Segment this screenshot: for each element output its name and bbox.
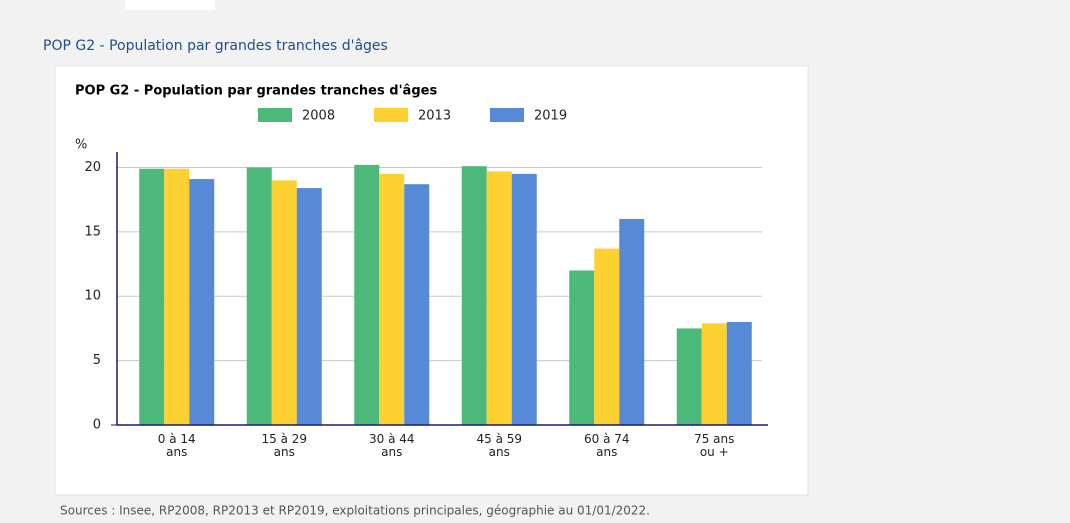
legend-label: 2008 [302,109,335,124]
bar [594,248,620,425]
y-tick-label: 0 [93,418,101,433]
x-tick-label-line: 45 à 59 [476,432,522,446]
x-tick-label-line: 0 à 14 [158,432,196,446]
x-tick-label-line: 15 à 29 [261,432,307,446]
legend-swatch [374,108,408,122]
x-tick-label-line: ans [596,445,617,459]
bar [139,168,165,425]
legend-label: 2013 [418,109,451,124]
bar [676,328,702,425]
bar [569,270,595,425]
y-tick-label: 15 [84,224,101,239]
x-tick-label-line: 60 à 74 [584,432,630,446]
bar [246,167,272,426]
bar [461,166,487,425]
x-tick-label-line: ans [274,445,295,459]
x-tick-label-line: ans [489,445,510,459]
chart-title: POP G2 - Population par grandes tranches… [75,84,437,99]
bar [619,218,645,425]
bar [379,173,405,425]
legend-swatch [490,108,524,122]
bar [404,184,430,425]
x-tick-label-line: 75 ans [694,432,734,446]
bar [726,321,752,425]
y-axis-label: % [75,138,87,153]
x-tick-label: 0 à 14 ans [158,432,196,459]
bar [164,168,190,425]
legend-swatch [258,108,292,122]
bar [511,173,537,425]
bar [271,180,297,425]
x-tick-label: 45 à 59 ans [476,432,522,459]
source: Sources : Insee, RP2008, RP2013 et RP201… [60,504,650,518]
y-tick-label: 10 [84,289,101,304]
tab [125,0,215,10]
x-tick-label-line: ans [166,445,187,459]
x-tick-label: 15 à 29 ans [261,432,307,459]
y-tick-label: 5 [93,353,101,368]
bar [701,323,727,425]
x-tick-label: 75 ans ou + [694,432,734,459]
x-tick-label-line: 30 à 44 [369,432,415,446]
y-tick-label: 20 [84,160,101,175]
bar [486,171,512,425]
section-title: POP G2 - Population par grandes tranches… [43,38,388,54]
bar [354,164,380,425]
x-tick-label: 60 à 74 ans [584,432,630,459]
bar [296,188,322,425]
x-tick-label-line: ou + [700,445,729,459]
legend-label: 2019 [534,109,567,124]
bar [189,179,215,425]
x-tick-label: 30 à 44 ans [369,432,415,459]
x-tick-label-line: ans [381,445,402,459]
